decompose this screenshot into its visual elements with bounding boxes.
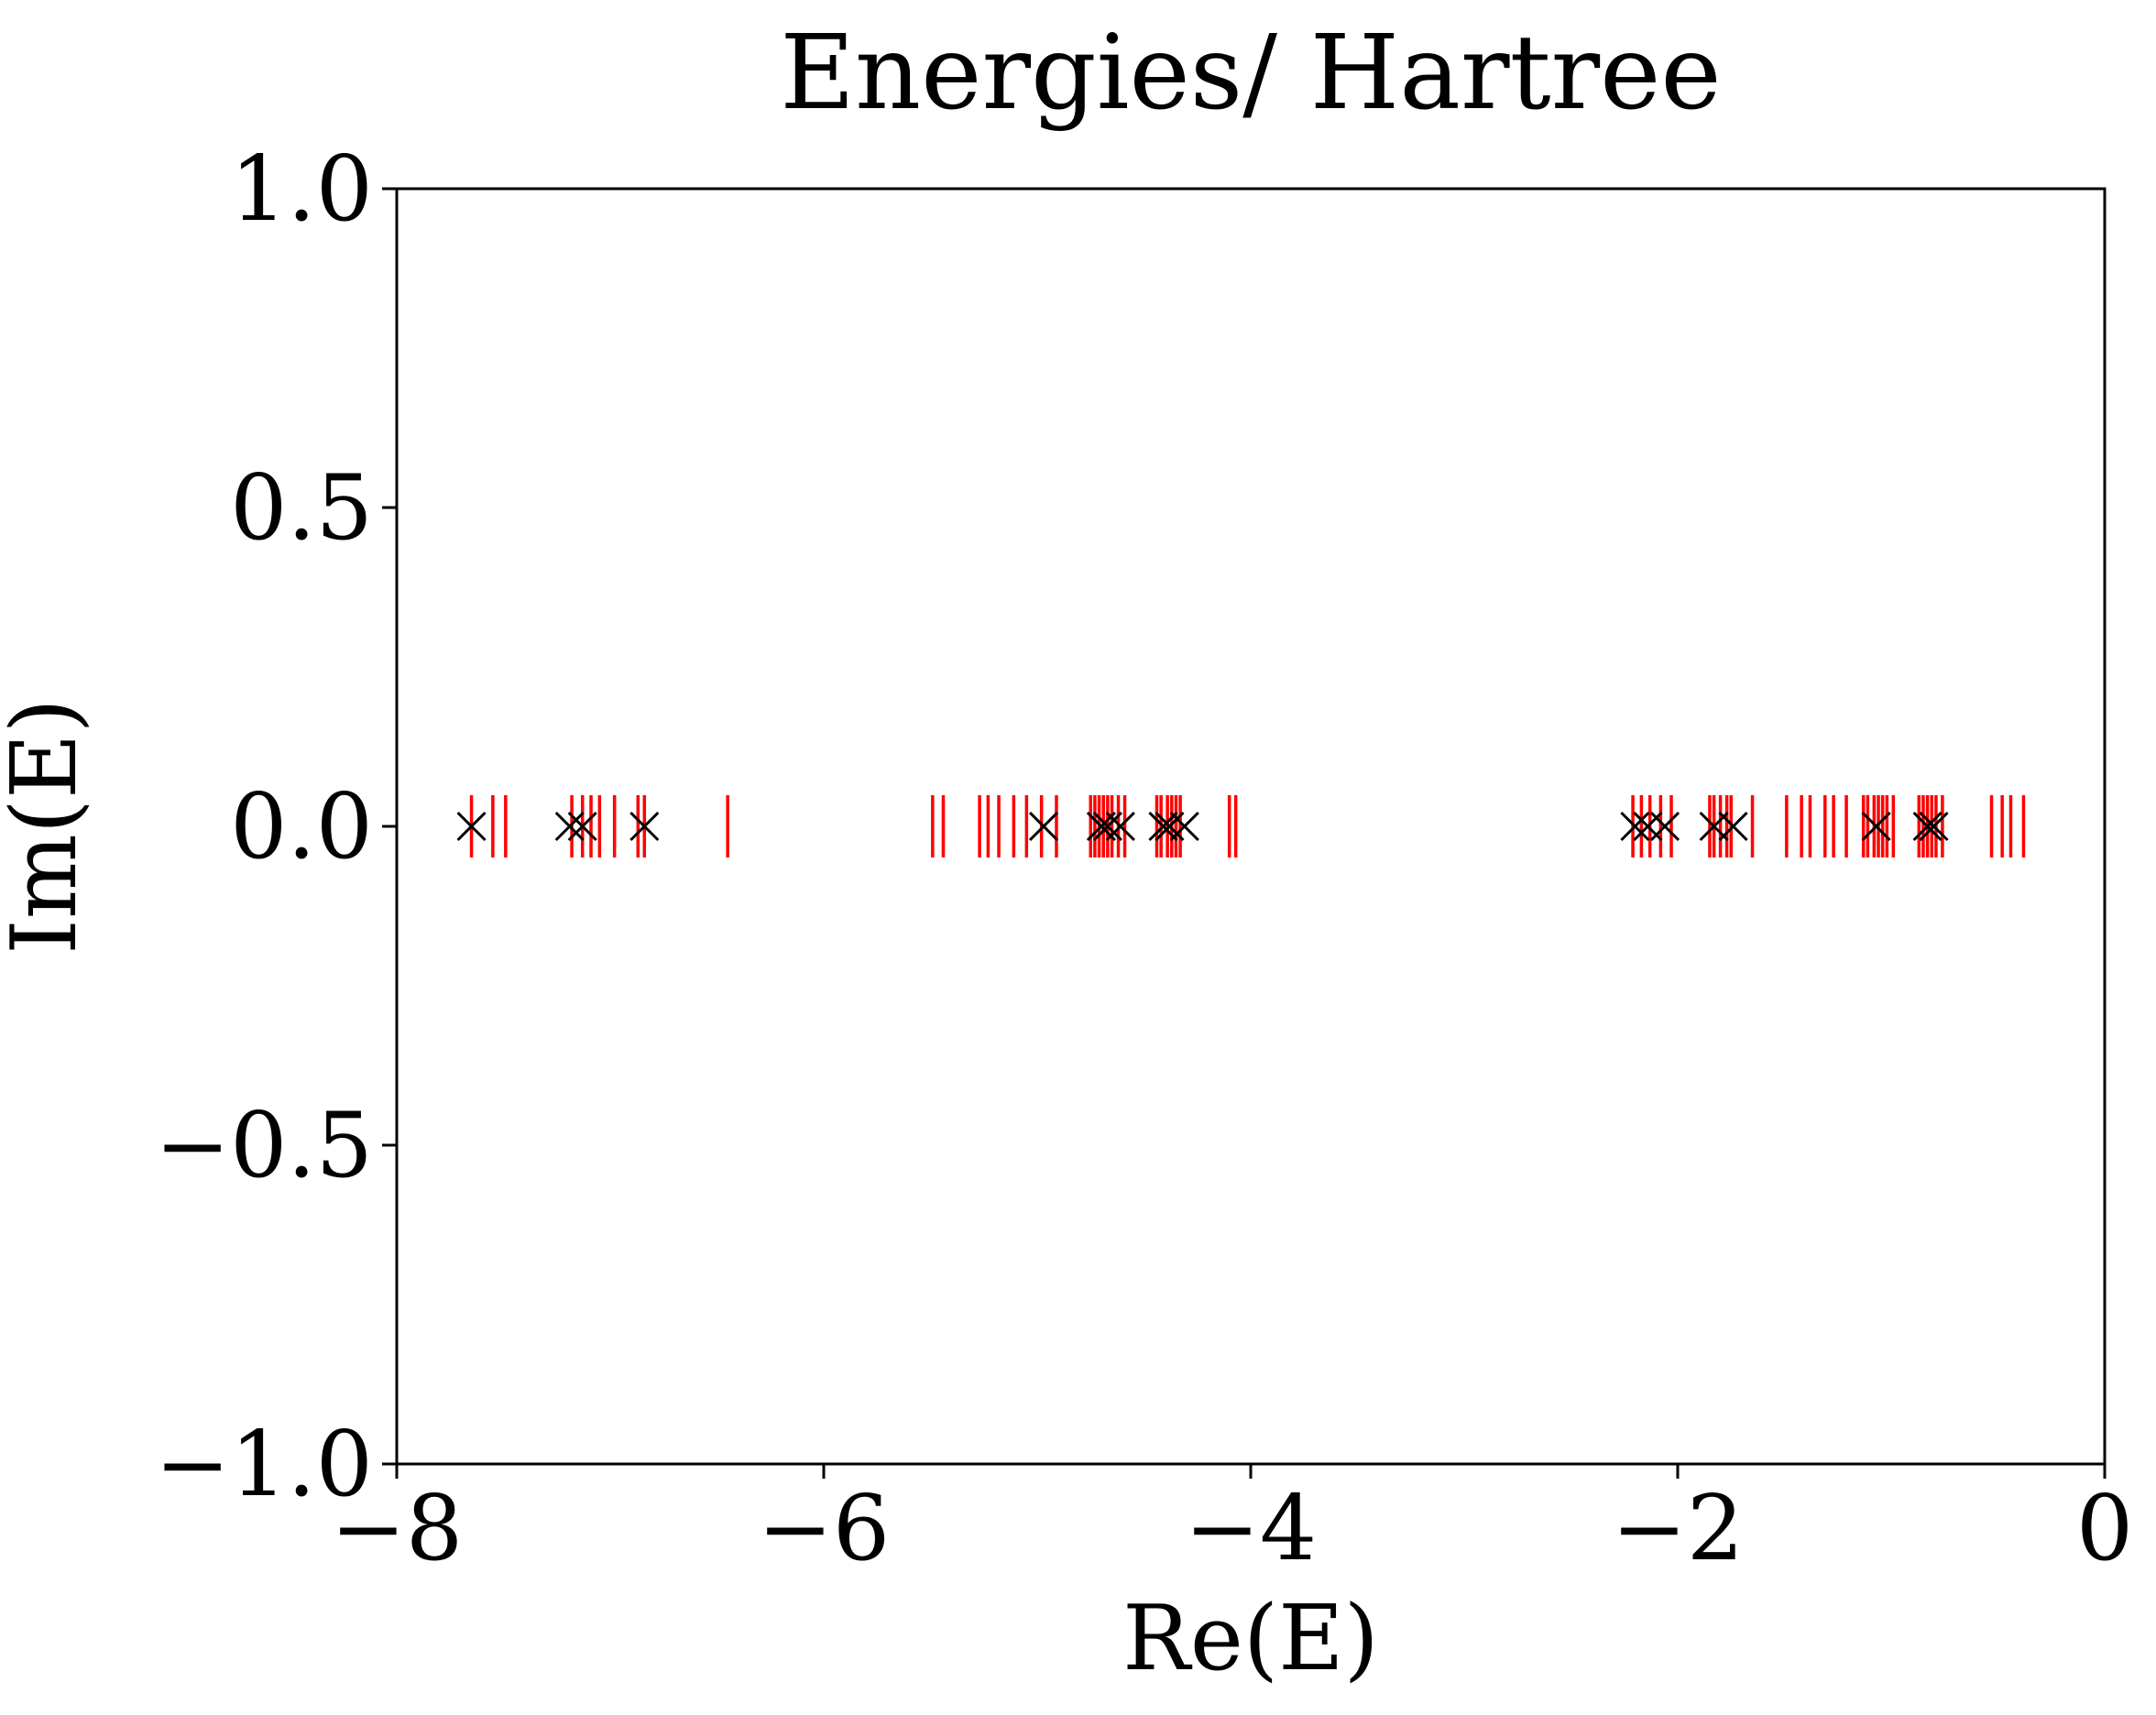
y-axis-label: Im(E)	[0, 698, 97, 955]
cross-stroke	[1919, 811, 1949, 842]
data-point-cross	[1718, 811, 1748, 842]
cross-stroke	[554, 811, 585, 842]
x-tick-label: −8	[331, 1477, 463, 1581]
y-tick-label: −1.0	[155, 1413, 373, 1517]
cross-stroke	[1620, 811, 1650, 842]
data-point-cross	[567, 811, 597, 842]
data-point-cross	[1169, 811, 1199, 842]
cross-stroke	[1148, 811, 1178, 842]
data-point-cross	[1148, 811, 1178, 842]
x-tick-label: −2	[1612, 1477, 1744, 1581]
data-point-cross	[1105, 811, 1135, 842]
data-point-cross	[1155, 811, 1185, 842]
data-point-cross	[456, 811, 487, 842]
cross-stroke	[1861, 811, 1891, 842]
plot-area	[456, 795, 2026, 858]
x-tick-label: 0	[2076, 1477, 2133, 1581]
chart-title: Energies/ Hartree	[780, 14, 1721, 133]
data-point-cross	[1912, 811, 1943, 842]
cross-stroke	[1028, 811, 1059, 842]
data-point-cross	[1649, 811, 1680, 842]
cross-stroke	[1092, 811, 1122, 842]
y-axis: 1.0 0.5 0.0 −0.5 −1.0	[155, 137, 397, 1517]
y-tick-label: 0.5	[230, 456, 373, 561]
cross-stroke	[629, 811, 660, 842]
x-axis-label: Re(E)	[1122, 1587, 1379, 1691]
x-axis: −8 −6 −4 −2 0	[331, 1464, 2133, 1581]
data-point-cross	[1028, 811, 1059, 842]
cross-stroke	[1912, 811, 1943, 842]
cross-stroke	[1649, 811, 1680, 842]
cross-stroke	[456, 811, 487, 842]
cross-stroke	[1718, 811, 1748, 842]
data-point-cross	[1861, 811, 1891, 842]
cross-stroke	[1155, 811, 1185, 842]
x-tick-label: −4	[1185, 1477, 1317, 1581]
y-tick-label: 1.0	[230, 137, 373, 242]
cross-stroke	[1105, 811, 1135, 842]
y-tick-label: −0.5	[155, 1094, 373, 1198]
data-point-cross	[1092, 811, 1122, 842]
cross-stroke	[567, 811, 597, 842]
y-tick-label: 0.0	[230, 775, 373, 879]
cross-stroke	[1169, 811, 1199, 842]
data-point-cross	[1919, 811, 1949, 842]
data-point-cross	[554, 811, 585, 842]
x-tick-label: −6	[758, 1477, 890, 1581]
data-point-cross	[1620, 811, 1650, 842]
data-point-cross	[629, 811, 660, 842]
